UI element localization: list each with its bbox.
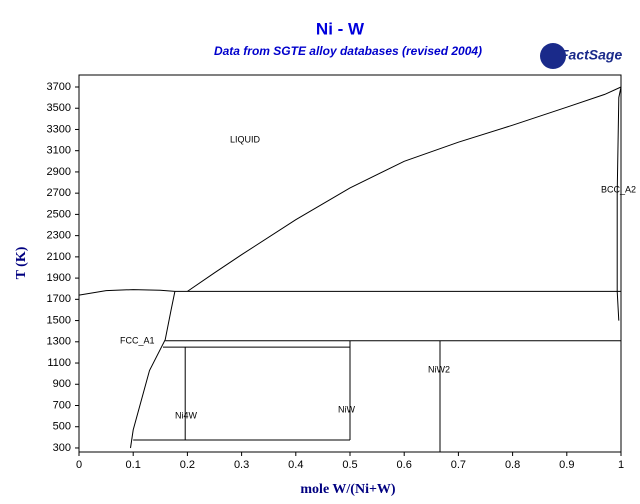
phase-label: FCC_A1 [120, 335, 155, 345]
phase-boundary [187, 86, 622, 292]
y-tick-label: 2900 [47, 166, 71, 178]
logo-gear [540, 43, 566, 69]
y-axis-label: T (K) [14, 246, 29, 279]
y-tick-label: 2500 [47, 208, 71, 220]
chart-subtitle: Data from SGTE alloy databases (revised … [214, 44, 482, 58]
chart-title: Ni - W [316, 19, 365, 38]
phase-label: Ni4W [175, 410, 198, 420]
y-tick-label: 3500 [47, 102, 71, 114]
y-tick-label: 300 [53, 442, 71, 454]
y-tick-label: 900 [53, 378, 71, 390]
phase-boundary [78, 289, 175, 296]
y-tick-label: 2700 [47, 187, 71, 199]
x-tick-label: 0.1 [126, 459, 141, 471]
x-tick-label: 0.5 [342, 459, 357, 471]
x-tick-label: 1 [618, 459, 624, 471]
phase-boundary [616, 86, 622, 321]
phase-label: NiW [338, 404, 355, 414]
y-tick-label: 1500 [47, 314, 71, 326]
y-tick-label: 700 [53, 399, 71, 411]
logo-text: FactSage [560, 47, 622, 63]
x-axis-label: mole W/(Ni+W) [300, 482, 396, 497]
phase-label: LIQUID [230, 134, 261, 144]
y-tick-label: 1700 [47, 293, 71, 305]
phase-boundary [130, 291, 176, 449]
x-tick-label: 0 [76, 459, 82, 471]
x-tick-label: 0.8 [505, 459, 520, 471]
y-tick-label: 1900 [47, 272, 71, 284]
y-tick-label: 2100 [47, 251, 71, 263]
x-tick-label: 0.4 [288, 459, 303, 471]
y-tick-label: 3700 [47, 81, 71, 93]
y-tick-label: 1300 [47, 336, 71, 348]
y-tick-label: 500 [53, 421, 71, 433]
x-tick-label: 0.6 [397, 459, 412, 471]
x-tick-label: 0.2 [180, 459, 195, 471]
x-tick-label: 0.9 [559, 459, 574, 471]
y-tick-label: 3300 [47, 123, 71, 135]
x-tick-label: 0.7 [451, 459, 466, 471]
y-tick-label: 3100 [47, 145, 71, 157]
y-tick-label: 1100 [47, 357, 71, 369]
phase-label: BCC_A2 [601, 184, 636, 194]
y-tick-label: 2300 [47, 230, 71, 242]
phase-label: NiW2 [428, 364, 450, 374]
x-tick-label: 0.3 [234, 459, 249, 471]
logo: FactSage [540, 43, 622, 69]
